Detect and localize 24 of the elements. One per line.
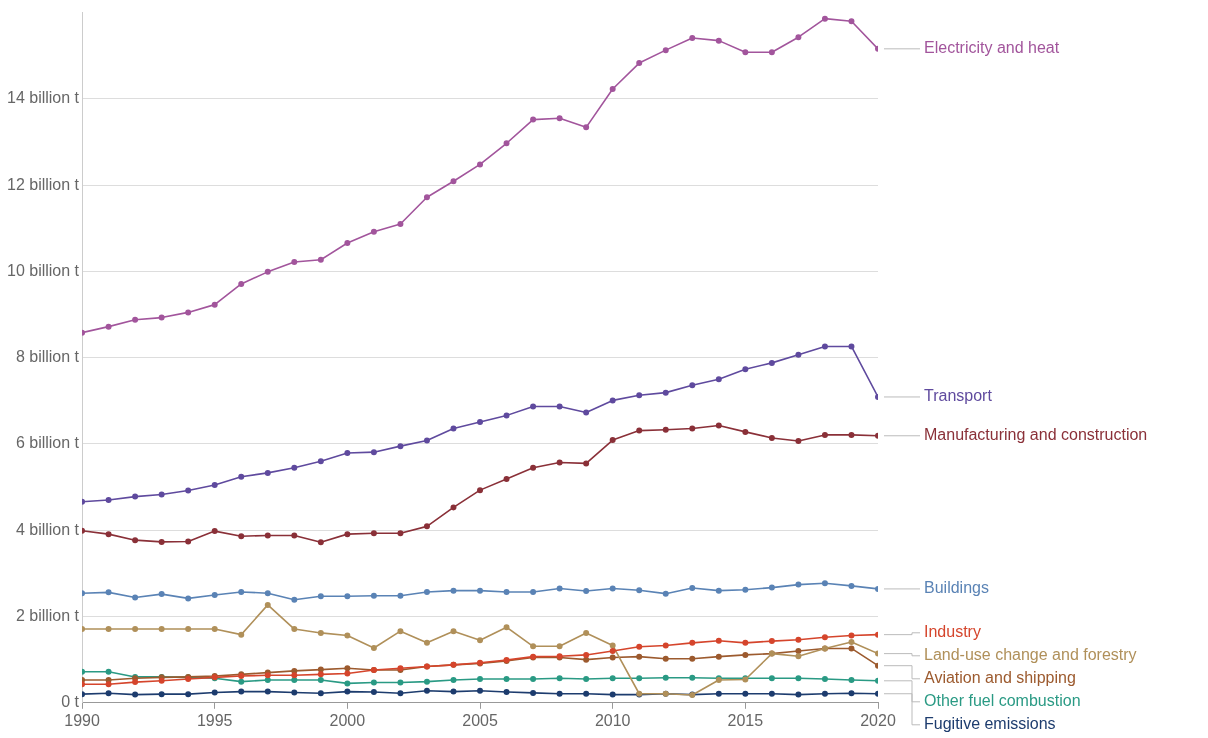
- x-tick-label: 2005: [462, 711, 498, 729]
- y-tick-label: 8 billion t: [15, 348, 80, 366]
- text: Land-use change and forestry: [924, 646, 1137, 664]
- y-tick-label: 14 billion t: [7, 89, 80, 107]
- x-tick-label: 2000: [329, 711, 366, 729]
- text: Transport: [924, 387, 993, 405]
- x-tick-label: 2015: [727, 711, 764, 729]
- text: Industry: [924, 623, 981, 641]
- x-tick-label: 2020: [860, 711, 896, 729]
- y-tick-label: 4 billion t: [15, 520, 80, 538]
- y-tick-label: 2 billion t: [15, 606, 80, 624]
- x-tick-label: 1995: [196, 711, 233, 729]
- y-tick-label: 12 billion t: [7, 175, 80, 193]
- x-tick-label: 1990: [64, 711, 100, 729]
- text: Manufacturing and construction: [924, 426, 1148, 444]
- text: Other fuel combustion: [924, 692, 1081, 710]
- y-tick-label: 6 billion t: [15, 434, 80, 452]
- text: Buildings: [924, 579, 989, 597]
- text: Fugitive emissions: [924, 715, 1056, 733]
- x-tick-label: 2010: [594, 711, 631, 729]
- text: Electricity and heat: [924, 39, 1060, 57]
- text: Aviation and shipping: [924, 669, 1076, 687]
- y-tick-label: 10 billion t: [7, 261, 80, 279]
- y-tick-label: 0 t: [61, 693, 80, 711]
